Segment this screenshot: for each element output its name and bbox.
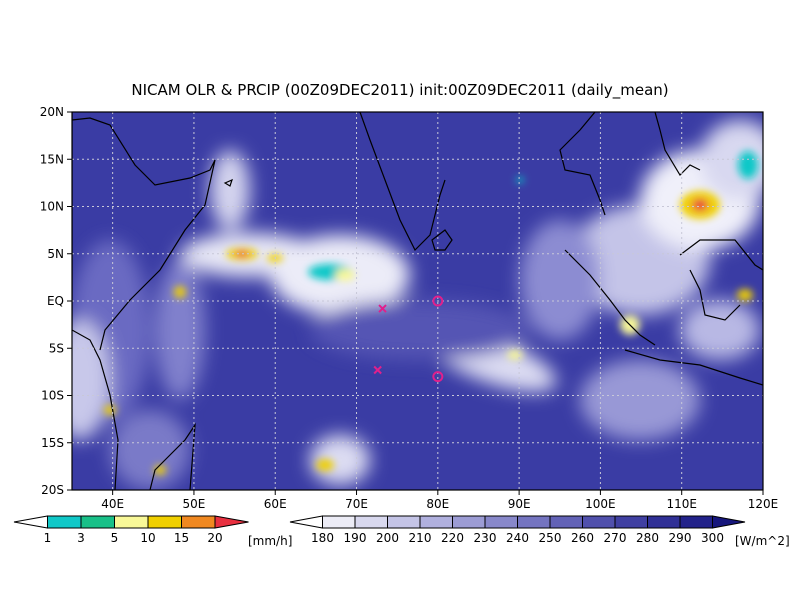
lat-tick-label: 5N [47, 247, 64, 261]
lat-tick-label: 10S [41, 389, 64, 403]
precip-max-arrow [214, 515, 249, 529]
map-title: NICAM OLR & PRCIP (00Z09DEC2011) init:00… [131, 81, 668, 100]
cross-marker [373, 365, 382, 375]
precip-color-swatch [114, 515, 149, 529]
precip-legend: 1 3 5 10 15 20 [13, 515, 249, 545]
olr-color-swatch [614, 515, 648, 529]
olr-color-swatch [322, 515, 356, 529]
olr-label: 220 [441, 531, 464, 545]
lat-tick-label: 20S [41, 483, 64, 497]
circle-marker [432, 295, 444, 307]
lat-tick-label: EQ [47, 294, 64, 308]
precip-color-swatch [147, 515, 182, 529]
lat-tick-label: 15S [41, 436, 64, 450]
map-plot-area [72, 112, 763, 490]
olr-label: 190 [344, 531, 367, 545]
lon-tick-label: 90E [508, 497, 531, 511]
station-markers [373, 295, 444, 383]
olr-label: 250 [539, 531, 562, 545]
olr-color-swatch [582, 515, 616, 529]
precip-color-swatch [47, 515, 82, 529]
olr-label: 260 [571, 531, 594, 545]
olr-color-swatch [484, 515, 518, 529]
lat-tick-label: 20N [40, 105, 64, 119]
lon-tick-label: 40E [101, 497, 124, 511]
lon-tick-label: 80E [426, 497, 449, 511]
lon-tick-label: 70E [345, 497, 368, 511]
olr-label: 180 [311, 531, 334, 545]
lon-tick-label: 60E [264, 497, 287, 511]
lon-tick-label: 100E [585, 497, 616, 511]
precip-legend-unit: [mm/h] [248, 534, 292, 548]
olr-label: 280 [636, 531, 659, 545]
olr-label: 270 [604, 531, 627, 545]
olr-max-arrow [712, 515, 746, 529]
olr-cloud-field [72, 120, 763, 490]
precip-min-arrow [13, 515, 48, 529]
lon-tick-label: 50E [183, 497, 206, 511]
olr-label: 230 [474, 531, 497, 545]
olr-color-swatch [419, 515, 453, 529]
olr-min-arrow [289, 515, 323, 529]
olr-color-swatch [647, 515, 681, 529]
olr-label: 300 [701, 531, 724, 545]
precip-label: 20 [207, 531, 222, 545]
olr-color-swatch [452, 515, 486, 529]
lon-tick-label: 120E [748, 497, 779, 511]
olr-legend: 180 190 200 210 220 230 240 250 260 270 280 290 300 [289, 515, 746, 545]
olr-legend-unit: [W/m^2] [735, 534, 790, 548]
precip-label: 10 [140, 531, 155, 545]
olr-color-swatch [549, 515, 583, 529]
gridlines [72, 112, 763, 490]
precip-label: 3 [77, 531, 85, 545]
precip-label: 15 [174, 531, 189, 545]
olr-label: 200 [376, 531, 399, 545]
precip-color-swatch [80, 515, 115, 529]
olr-color-swatch [387, 515, 421, 529]
lat-tick-label: 5S [49, 341, 64, 355]
precip-color-swatch [181, 515, 216, 529]
lat-tick-label: 15N [40, 152, 64, 166]
olr-color-swatch [517, 515, 551, 529]
lat-tick-label: 10N [40, 200, 64, 214]
lon-axis: 40E 50E 60E 70E 80E 90E 100E 110E 120E [101, 490, 778, 511]
cross-marker [378, 304, 387, 313]
precip-label: 1 [44, 531, 52, 545]
olr-label: 290 [669, 531, 692, 545]
circle-marker [432, 371, 444, 383]
olr-color-swatch [679, 515, 713, 529]
coastlines [72, 112, 763, 490]
lat-axis: 20N 15N 10N 5N EQ 5S 10S 15S 20S [40, 105, 72, 497]
olr-label: 240 [506, 531, 529, 545]
precip-label: 5 [111, 531, 119, 545]
olr-label: 210 [409, 531, 432, 545]
olr-color-swatch [354, 515, 388, 529]
lon-tick-label: 110E [666, 497, 697, 511]
